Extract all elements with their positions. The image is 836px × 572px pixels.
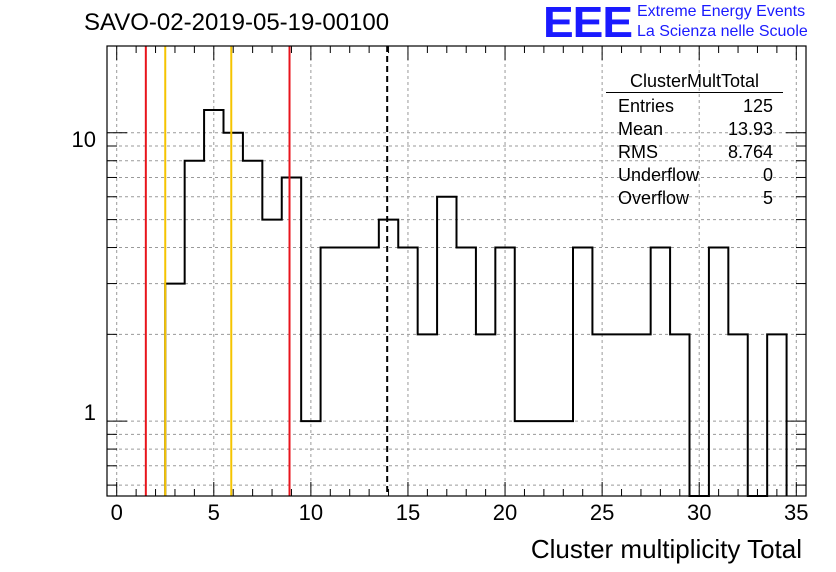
- stat-row-underflow: Underflow 0: [612, 164, 777, 187]
- marker-lines: [144, 46, 389, 496]
- histogram-bar: [224, 133, 243, 496]
- histogram-bar: [476, 334, 495, 496]
- logo-line-1: Extreme Energy Events: [637, 3, 806, 20]
- histogram-bar: [437, 197, 456, 496]
- x-tick-label: 35: [784, 500, 809, 525]
- stat-value: 5: [762, 188, 773, 208]
- histogram-bar: [321, 248, 340, 496]
- plot-frame-rect: [106, 45, 807, 497]
- stat-value: 13.93: [727, 119, 773, 139]
- stat-value: 0: [762, 165, 773, 185]
- x-tick-label: 5: [207, 500, 220, 525]
- x-tick-label: 10: [298, 500, 324, 525]
- histogram-bar: [165, 284, 184, 496]
- x-axis-label: Cluster multiplicity Total: [530, 534, 802, 564]
- x-tick-label: 0: [110, 500, 123, 525]
- stat-value: 125: [742, 96, 773, 116]
- histogram-bar: [185, 161, 204, 496]
- histogram-bar: [631, 334, 650, 496]
- chart-title: SAVO-02-2019-05-19-00100: [84, 9, 390, 36]
- stat-row-entries: Entries 125: [612, 95, 777, 118]
- histogram-bar: [670, 334, 689, 496]
- x-tick-label: 25: [589, 500, 615, 525]
- eee-logo: EEE: [543, 0, 633, 47]
- histogram-bar: [709, 248, 728, 496]
- x-tick-label: 20: [492, 500, 518, 525]
- stat-label: RMS: [618, 142, 658, 162]
- stat-row-mean: Mean 13.93: [612, 118, 777, 141]
- histogram-bar: [340, 248, 359, 496]
- plot-frame: [106, 45, 807, 497]
- histogram-bar: [243, 161, 262, 496]
- histogram-bar: [534, 421, 553, 496]
- x-tick-label: 15: [395, 500, 421, 525]
- histogram-bar: [262, 220, 281, 496]
- histogram-bar: [767, 334, 786, 496]
- histogram-bar: [728, 334, 747, 496]
- histogram-bar: [379, 220, 398, 496]
- stat-value: 8.764: [727, 142, 773, 162]
- histogram-bar: [651, 248, 670, 496]
- stat-label: Overflow: [618, 188, 690, 208]
- stat-row-rms: RMS 8.764: [612, 141, 777, 164]
- logo-line-2: La Scienza nelle Scuole: [637, 23, 808, 40]
- x-tick-label: 30: [686, 500, 712, 525]
- histogram-bar: [418, 334, 437, 496]
- histogram-bar: [573, 248, 592, 496]
- stat-label: Mean: [618, 119, 664, 139]
- y-tick-label: 1: [83, 400, 96, 425]
- histogram-bar: [612, 334, 631, 496]
- histogram-bar: [359, 248, 378, 496]
- histogram-bar: [457, 248, 476, 496]
- stat-label: Underflow: [618, 165, 700, 185]
- y-tick-label: 10: [71, 127, 96, 152]
- histogram-bar: [282, 177, 301, 496]
- stat-row-overflow: Overflow 5: [612, 187, 777, 210]
- stat-label: Entries: [618, 96, 675, 116]
- stats-title: ClusterMultTotal: [606, 70, 783, 93]
- stats-box: ClusterMultTotal Entries 125 Mean 13.93 …: [606, 70, 783, 210]
